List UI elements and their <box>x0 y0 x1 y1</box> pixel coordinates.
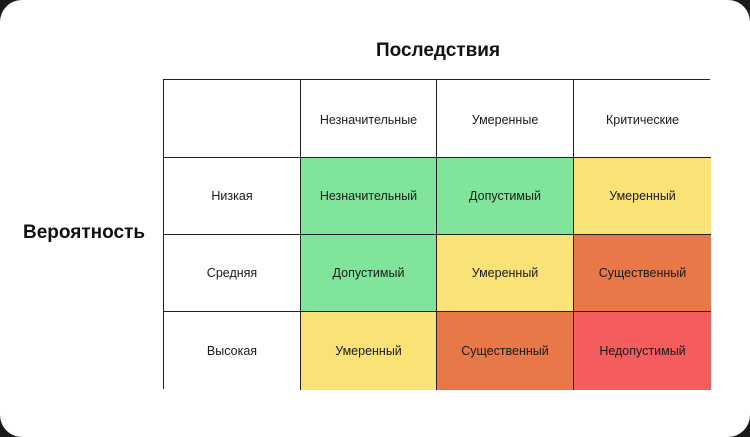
row-header-high: Высокая <box>164 312 301 390</box>
column-header-moderate: Умеренные <box>437 80 574 158</box>
risk-cell-medium-moderate: Умеренный <box>437 235 574 312</box>
risk-matrix-grid: Незначительные Умеренные Критические Низ… <box>163 79 711 390</box>
risk-cell-medium-minor: Допустимый <box>301 235 437 312</box>
row-header-medium: Средняя <box>164 235 301 312</box>
consequences-axis-title: Последствия <box>375 40 501 61</box>
risk-cell-high-minor: Умеренный <box>301 312 437 390</box>
risk-cell-low-minor: Незначительный <box>301 158 437 235</box>
column-header-minor: Незначительные <box>301 80 437 158</box>
risk-cell-low-moderate: Допустимый <box>437 158 574 235</box>
row-header-low: Низкая <box>164 158 301 235</box>
risk-cell-high-critical: Недопустимый <box>574 312 711 390</box>
probability-axis-title: Вероятность <box>22 222 146 243</box>
risk-cell-high-moderate: Существенный <box>437 312 574 390</box>
corner-cell <box>164 80 301 158</box>
risk-cell-medium-critical: Существенный <box>574 235 711 312</box>
risk-cell-low-critical: Умеренный <box>574 158 711 235</box>
column-header-critical: Критические <box>574 80 711 158</box>
